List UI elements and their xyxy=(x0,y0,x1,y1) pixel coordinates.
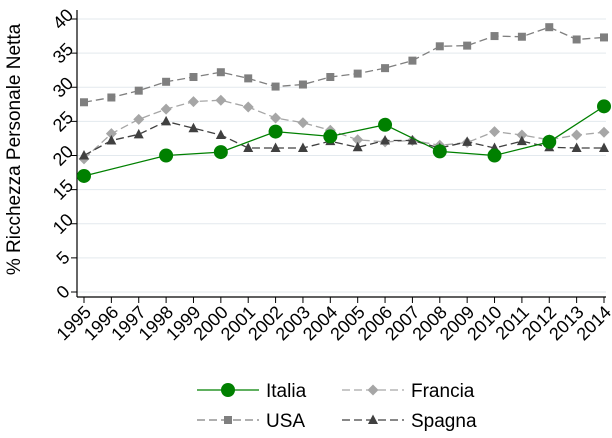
data-point-usa xyxy=(326,73,335,82)
data-point-spagna xyxy=(516,135,527,146)
data-point-francia xyxy=(297,117,309,129)
data-point-usa xyxy=(600,33,608,42)
data-point-francia xyxy=(242,101,254,113)
data-point-usa xyxy=(162,77,171,86)
data-point-italia xyxy=(432,144,447,159)
data-point-usa xyxy=(490,32,499,41)
data-point-italia xyxy=(323,129,338,144)
data-point-spagna xyxy=(352,141,363,152)
series-italia xyxy=(77,99,611,183)
y-axis-ticks: 0 5 10 15 20 25 30 35 40 xyxy=(49,5,77,303)
data-point-francia xyxy=(270,112,282,124)
series-lines xyxy=(77,23,611,183)
legend-item-spagna: Spagna xyxy=(342,411,477,432)
data-point-francia xyxy=(571,129,583,141)
data-point-italia xyxy=(268,124,283,139)
legend-diamond-marker xyxy=(367,384,379,396)
y-tick-label: 5 xyxy=(52,247,73,268)
data-point-spagna xyxy=(571,142,582,152)
data-point-francia xyxy=(160,103,172,115)
data-point-francia xyxy=(489,126,501,138)
legend-square-marker xyxy=(224,416,232,424)
data-point-francia xyxy=(187,96,199,108)
data-point-usa xyxy=(408,56,417,65)
data-point-spagna xyxy=(380,134,391,145)
data-point-italia xyxy=(378,117,393,132)
data-point-francia xyxy=(133,113,145,125)
series-usa xyxy=(80,23,608,107)
axes xyxy=(76,10,606,298)
data-point-usa xyxy=(572,35,581,44)
data-point-spagna xyxy=(79,150,89,160)
data-point-usa xyxy=(271,82,280,91)
data-point-usa xyxy=(517,32,526,41)
data-point-usa xyxy=(216,68,225,77)
series-line-usa xyxy=(83,26,605,103)
y-tick-label: 15 xyxy=(49,175,77,203)
y-tick-label: 20 xyxy=(49,141,77,169)
y-tick-label: 0 xyxy=(52,281,73,302)
y-tick-label: 10 xyxy=(49,210,77,238)
legend-label: USA xyxy=(266,411,305,432)
gridlines xyxy=(77,18,606,293)
data-point-usa xyxy=(244,74,253,83)
series-spagna xyxy=(79,115,609,160)
legend-label: Italia xyxy=(266,381,307,402)
data-point-usa xyxy=(80,98,88,107)
data-point-italia xyxy=(542,134,557,149)
legend-circle-marker xyxy=(221,383,235,397)
legend: Italia Francia USA Spagna xyxy=(185,372,495,437)
data-point-italia xyxy=(597,99,611,114)
data-point-spagna xyxy=(270,142,281,152)
y-tick-label: 25 xyxy=(49,107,77,135)
data-point-spagna xyxy=(161,115,172,126)
data-point-spagna xyxy=(462,136,473,146)
data-point-francia xyxy=(516,129,528,141)
data-point-usa xyxy=(107,93,116,102)
y-tick-label: 40 xyxy=(49,5,77,33)
data-point-francia xyxy=(352,134,364,146)
data-point-spagna xyxy=(188,122,199,133)
data-point-italia xyxy=(487,148,502,163)
x-axis-ticks: 1995199619971998199920002001200220032004… xyxy=(53,297,612,344)
y-tick-label: 35 xyxy=(49,39,77,67)
data-point-francia xyxy=(598,126,610,138)
data-point-spagna xyxy=(133,128,144,139)
y-tick-label: 30 xyxy=(49,73,77,101)
data-point-italia xyxy=(77,168,91,183)
legend-label: Spagna xyxy=(411,411,477,432)
data-point-francia xyxy=(105,128,117,140)
data-point-usa xyxy=(298,80,307,89)
y-axis-title: % Ricchezza Personale Netta xyxy=(4,23,25,275)
data-point-usa xyxy=(545,23,554,32)
legend-box xyxy=(185,372,495,437)
data-point-usa xyxy=(353,69,362,78)
series-francia xyxy=(78,94,610,165)
data-point-usa xyxy=(189,73,198,82)
data-point-spagna xyxy=(407,134,418,145)
legend-item-italia: Italia xyxy=(197,381,307,402)
data-point-spagna xyxy=(215,129,226,140)
series-line-spagna xyxy=(83,120,604,157)
data-point-usa xyxy=(435,42,444,51)
data-point-spagna xyxy=(106,134,117,145)
data-point-spagna xyxy=(243,142,254,152)
data-point-usa xyxy=(134,86,143,95)
data-point-italia xyxy=(213,145,228,160)
legend-item-usa: USA xyxy=(197,411,305,432)
data-point-spagna xyxy=(599,142,609,152)
legend-label: Francia xyxy=(411,381,475,402)
data-point-spagna xyxy=(297,142,308,152)
series-line-italia xyxy=(83,105,605,177)
data-point-usa xyxy=(463,41,472,50)
legend-item-francia: Francia xyxy=(342,381,475,402)
data-point-italia xyxy=(159,148,174,163)
data-point-usa xyxy=(381,64,390,73)
legend-triangle-marker xyxy=(368,414,378,424)
data-point-francia xyxy=(215,94,227,106)
